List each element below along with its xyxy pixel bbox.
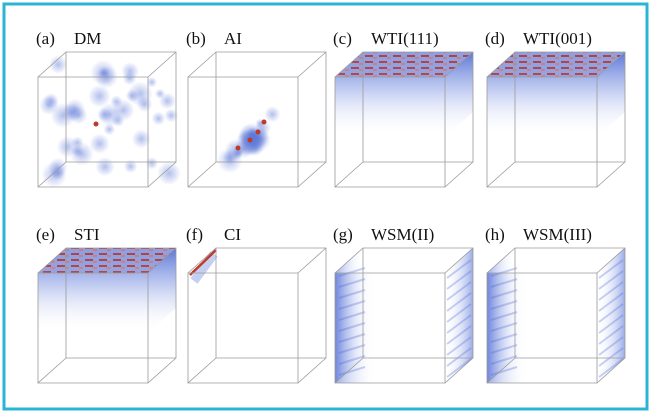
blob bbox=[152, 112, 166, 126]
panel-name: WTI(001) bbox=[523, 29, 592, 48]
density bbox=[335, 52, 473, 137]
blob bbox=[146, 157, 158, 169]
panel-name: AI bbox=[224, 29, 242, 48]
panel-name: DM bbox=[74, 29, 101, 48]
panel-name: STI bbox=[74, 225, 100, 244]
blob bbox=[39, 95, 58, 114]
panel-tag: (c) bbox=[333, 29, 352, 48]
front-left bbox=[335, 273, 375, 383]
panel-tag: (h) bbox=[485, 225, 505, 244]
density bbox=[38, 248, 176, 333]
panel-name: WSM(III) bbox=[523, 225, 592, 244]
density bbox=[487, 52, 625, 137]
panel-tag: (d) bbox=[485, 29, 505, 48]
blob bbox=[57, 136, 78, 157]
blob bbox=[97, 108, 111, 122]
panel-tag: (b) bbox=[186, 29, 206, 48]
blob bbox=[157, 161, 181, 185]
panel-name: WTI(111) bbox=[371, 29, 439, 48]
hot-spot bbox=[262, 120, 267, 125]
panel-tag: (g) bbox=[333, 225, 353, 244]
figure: (a) DM (b) AI (c) WTI(111) (d) WTI(001) (e) STI (f… bbox=[0, 0, 651, 413]
blob bbox=[64, 99, 85, 120]
panel-name: WSM(II) bbox=[371, 225, 434, 244]
hot-spot bbox=[248, 138, 253, 143]
panel-tag: (e) bbox=[36, 225, 55, 244]
hot-spot bbox=[256, 130, 261, 135]
panel-tag: (f) bbox=[186, 225, 203, 244]
blob bbox=[264, 106, 280, 122]
blob bbox=[95, 157, 114, 176]
panel-tag: (a) bbox=[36, 29, 55, 48]
hot-spot bbox=[236, 146, 241, 151]
hot-spot bbox=[94, 122, 99, 127]
blob bbox=[124, 160, 138, 174]
panel-name: CI bbox=[224, 225, 241, 244]
blob bbox=[155, 89, 165, 99]
front-left bbox=[487, 273, 527, 383]
